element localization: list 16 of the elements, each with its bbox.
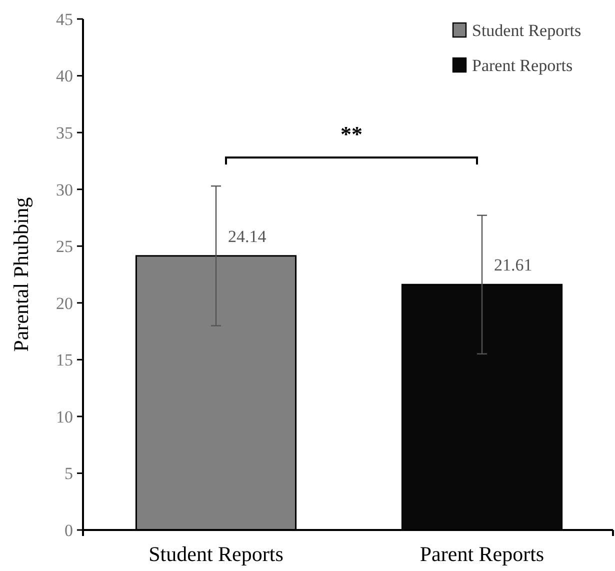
legend-label: Student Reports [472,20,582,40]
legend-label: Parent Reports [472,56,573,75]
y-tick-label: 5 [64,464,73,484]
y-tick-label: 0 [64,520,73,540]
y-tick-label: 35 [56,124,73,143]
y-tick-label: 15 [56,350,73,370]
data-label: 24.14 [228,226,267,246]
y-tick-label: 40 [56,66,73,86]
data-label: 21.61 [494,256,532,275]
y-tick-label: 45 [56,10,73,29]
y-tick-label: 25 [56,237,73,256]
y-tick-label: 20 [56,294,73,313]
y-axis-title: Parental Phubbing [9,196,33,352]
annotation: ** [340,122,362,147]
y-tick-label: 30 [56,180,73,200]
y-tick-label: 10 [56,407,73,426]
